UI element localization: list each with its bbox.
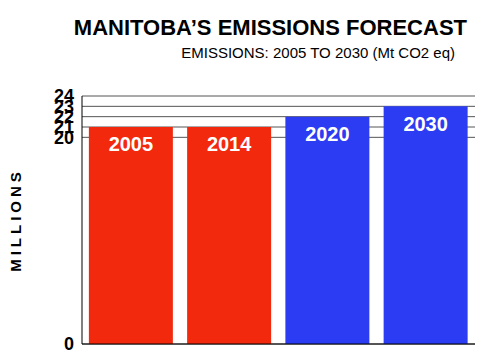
svg-text:MILLIONS: MILLIONS [8,168,24,272]
svg-text:2014: 2014 [207,133,252,155]
svg-text:2005: 2005 [109,133,154,155]
html-text:MANITOBA’S EMISSIONS FORECAST: MANITOBA’S EMISSIONS FORECAST [73,15,467,40]
svg-text:2020: 2020 [305,123,350,145]
svg-text:24: 24 [54,86,74,106]
svg-text:23: 23 [54,96,74,117]
html-text:EMISSIONS: 2005 TO 2030 (Mt CO: EMISSIONS: 2005 TO 2030 (Mt CO2 eq) [181,44,455,61]
svg-text:2030: 2030 [403,113,448,135]
svg-text:21: 21 [54,117,74,138]
svg-text:20: 20 [54,127,74,148]
svg-text:0: 0 [64,334,74,350]
svg-text:22: 22 [54,107,74,128]
